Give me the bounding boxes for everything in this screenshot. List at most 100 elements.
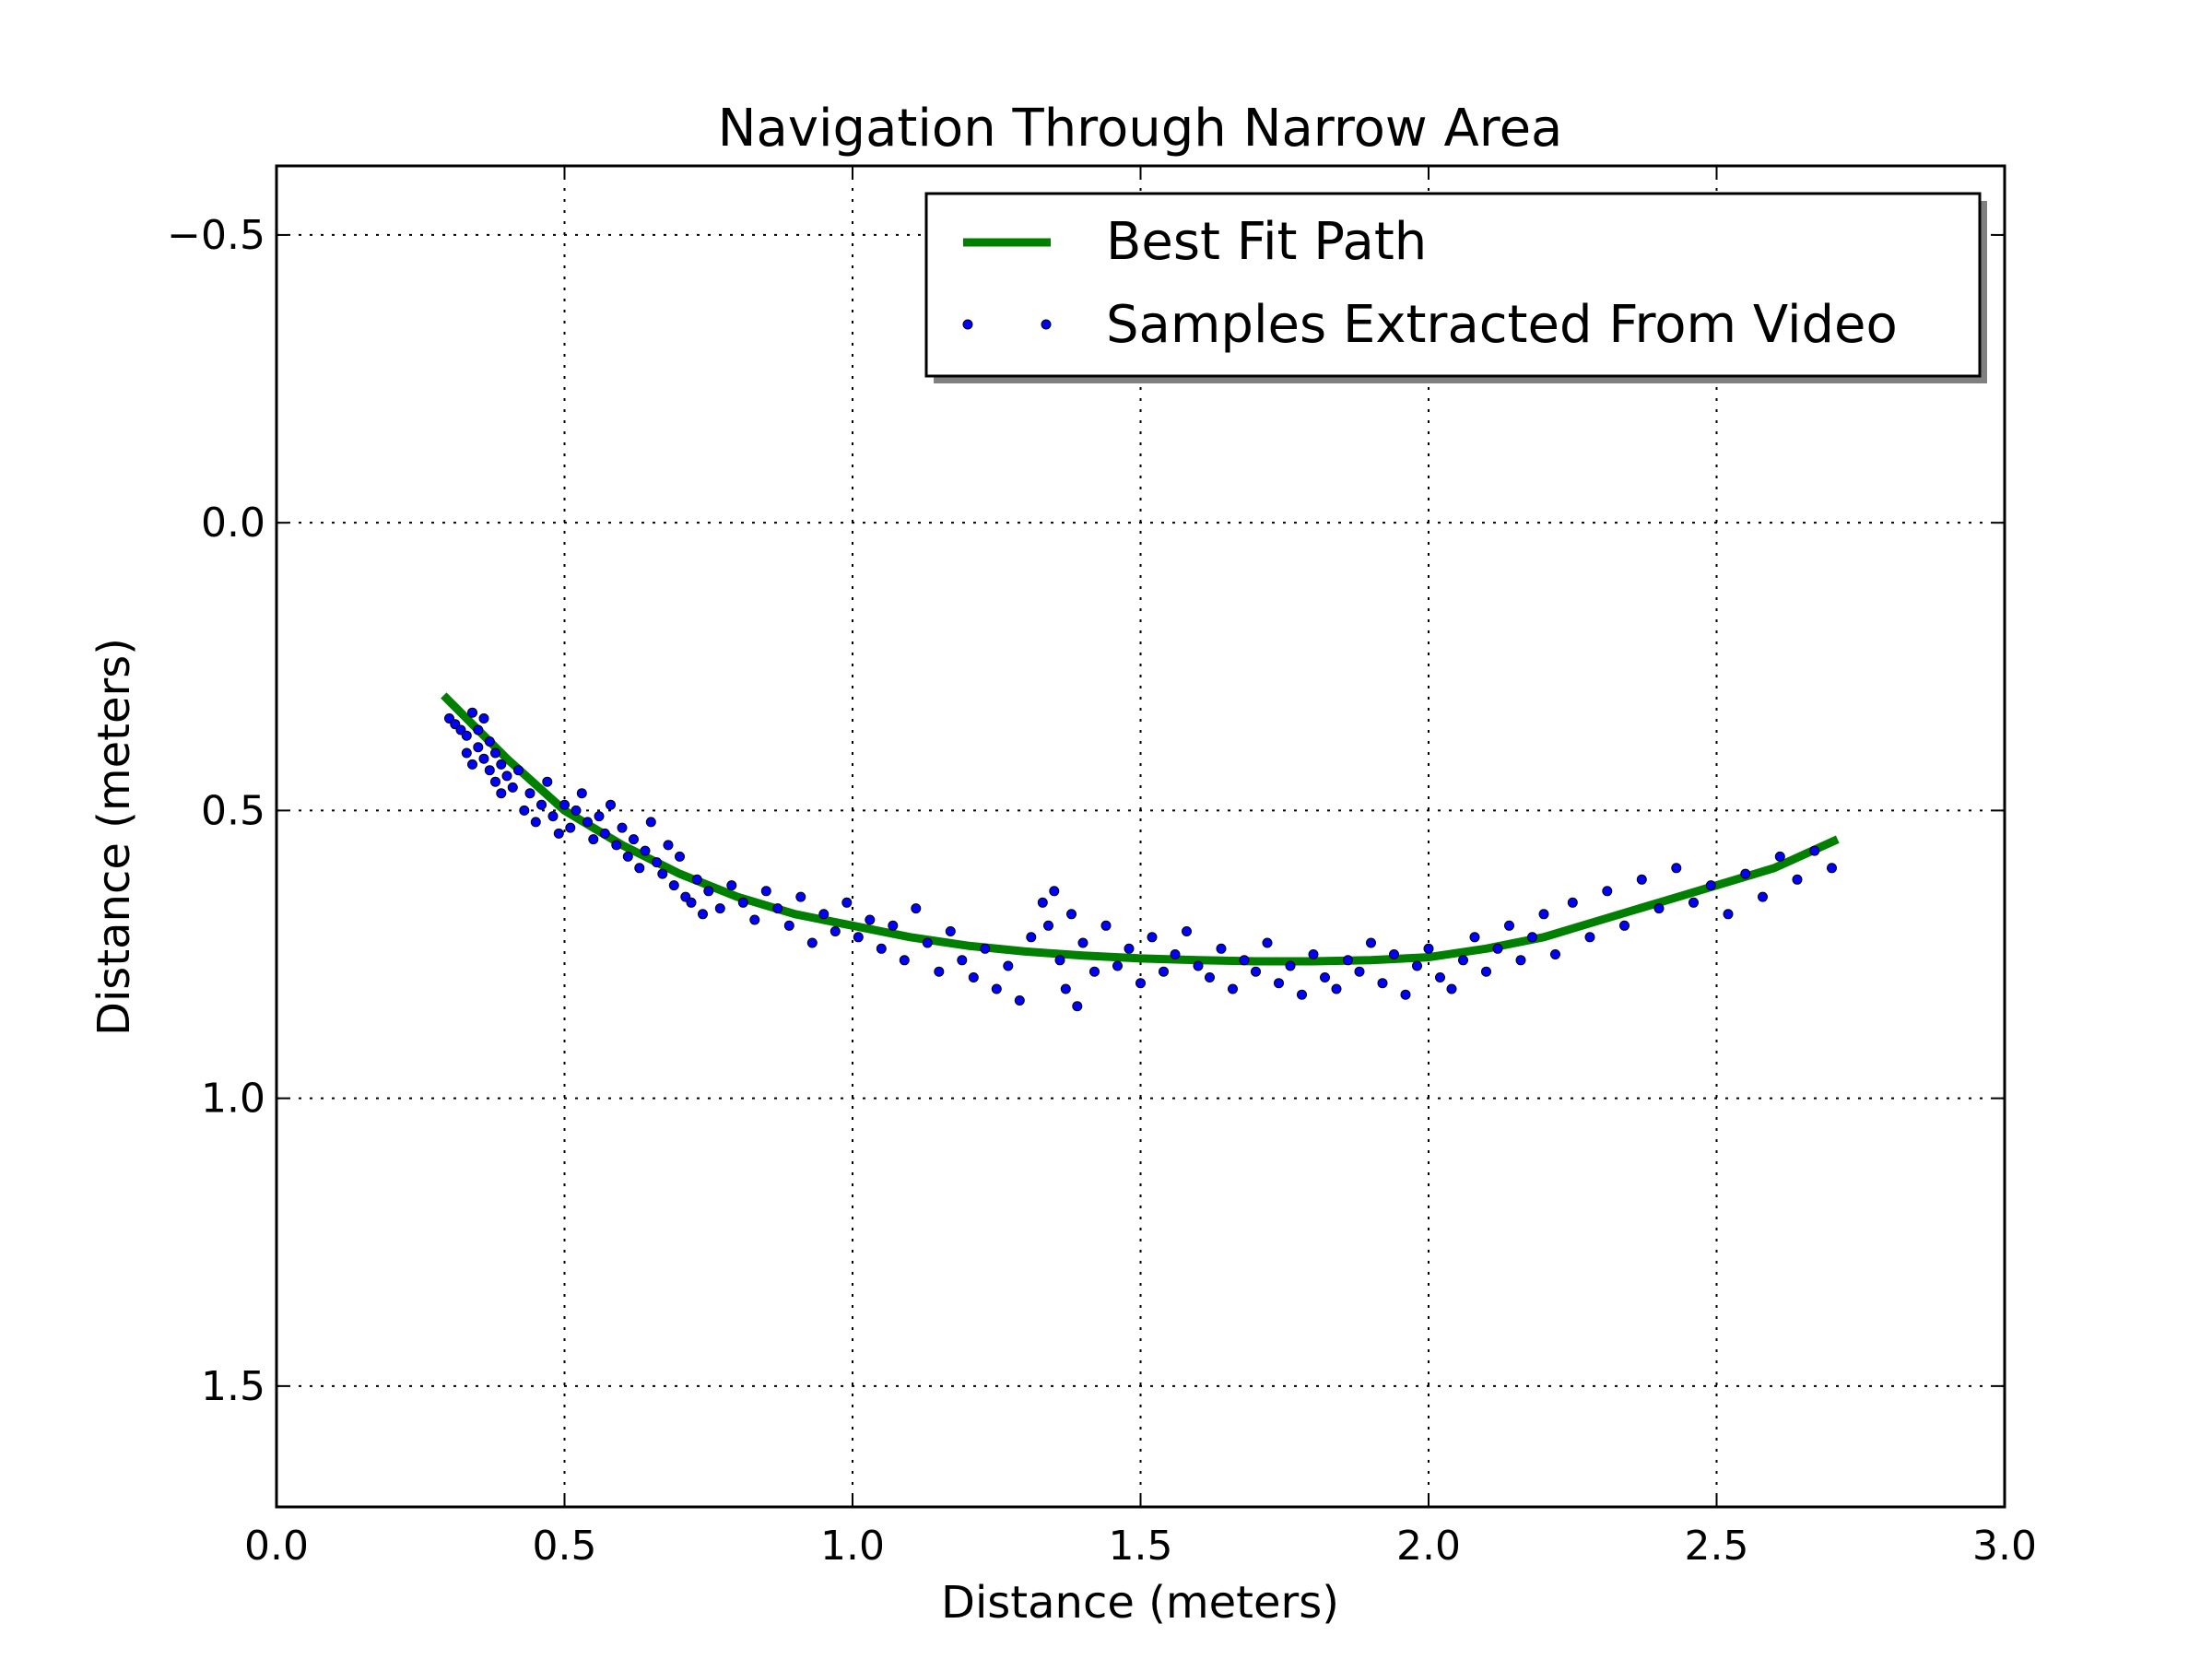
sample-point <box>490 747 500 759</box>
sample-point <box>841 897 853 908</box>
sample-point <box>1100 920 1112 931</box>
sample-point <box>536 799 547 810</box>
sample-point <box>1054 955 1065 966</box>
legend-label-samples: Samples Extracted From Video <box>1106 295 1898 355</box>
sample-point <box>1458 955 1468 966</box>
sample-point <box>484 765 495 776</box>
sample-point <box>1135 978 1146 989</box>
sample-point <box>1389 949 1399 959</box>
sample-point <box>1705 880 1716 891</box>
sample-point <box>461 730 472 741</box>
sample-point <box>1147 932 1158 943</box>
sample-point <box>553 828 564 839</box>
sample-point <box>726 880 737 891</box>
sample-point <box>714 903 725 914</box>
sample-point <box>1274 978 1284 989</box>
sample-point <box>1060 983 1071 994</box>
sample-point <box>1014 995 1025 1006</box>
sample-point <box>1481 966 1491 977</box>
sample-point <box>957 955 968 966</box>
sample-point <box>760 886 771 897</box>
sample-point <box>1809 845 1820 856</box>
y-tick-label: −0.5 <box>167 212 265 259</box>
sample-point <box>519 805 530 816</box>
sample-point <box>547 811 559 822</box>
sample-point <box>818 909 830 920</box>
sample-point <box>1469 932 1480 943</box>
sample-point <box>1112 960 1123 971</box>
sample-point <box>980 943 991 954</box>
sample-point <box>1584 932 1595 943</box>
sample-point <box>830 926 841 936</box>
sample-point <box>1723 909 1734 920</box>
sample-point <box>772 903 783 914</box>
sample-point <box>1619 920 1630 931</box>
x-tick-label: 1.5 <box>1109 1523 1173 1570</box>
sample-point <box>1003 960 1014 971</box>
legend-box <box>924 192 1982 378</box>
sample-point <box>1527 932 1537 943</box>
sample-point <box>576 788 587 799</box>
sample-point <box>703 886 714 897</box>
sample-point <box>876 943 887 954</box>
sample-point <box>496 788 507 799</box>
sample-point <box>911 903 922 914</box>
sample-point <box>1400 989 1411 1000</box>
best-fit-path-line <box>441 692 1840 966</box>
sample-point <box>1740 868 1751 879</box>
sample-point <box>1567 897 1578 908</box>
sample-point <box>496 759 507 770</box>
tick-labels: 0.0 0.5 1.0 1.5 2.0 2.5 3.0 −0.5 0.0 0.5 1.0 1.5 <box>167 212 2037 1570</box>
sample-point <box>663 840 674 851</box>
legend-point-swatch <box>962 319 973 330</box>
best-fit-path-series <box>441 692 1840 966</box>
sample-point <box>473 742 484 753</box>
sample-point <box>1827 863 1837 874</box>
sample-point <box>1297 989 1307 1000</box>
y-tick-label: 0.0 <box>201 500 265 547</box>
chart-title: Navigation Through Narrow Area <box>718 99 1563 159</box>
sample-point <box>806 937 818 948</box>
y-tick-label: 1.0 <box>201 1076 265 1123</box>
sample-point <box>1792 874 1803 885</box>
sample-point <box>1354 966 1365 977</box>
sample-point <box>542 776 553 787</box>
sample-point <box>853 932 864 943</box>
sample-point <box>795 891 806 902</box>
sample-point <box>1435 972 1445 982</box>
sample-point <box>888 920 899 931</box>
sample-point <box>1159 966 1169 977</box>
sample-point <box>686 897 697 908</box>
sample-point <box>571 805 582 816</box>
sample-point <box>1515 955 1526 966</box>
sample-point <box>524 788 535 799</box>
sample-point <box>1037 897 1048 908</box>
x-tick-label: 0.0 <box>244 1523 309 1570</box>
y-tick-label: 0.5 <box>201 787 265 834</box>
sample-point <box>599 828 610 839</box>
ticks <box>276 166 2006 1507</box>
sample-point <box>783 920 794 931</box>
sample-point <box>1193 960 1204 971</box>
x-tick-label: 3.0 <box>1972 1523 2037 1570</box>
sample-point <box>922 937 933 948</box>
sample-point <box>1089 966 1100 977</box>
sample-point <box>1492 943 1503 954</box>
y-tick-label: 1.5 <box>201 1363 265 1410</box>
sample-point <box>645 817 656 828</box>
sample-point <box>611 840 622 851</box>
sample-point <box>1205 972 1215 982</box>
sample-point <box>1066 909 1077 920</box>
sample-point <box>1423 943 1434 954</box>
sample-point <box>1671 863 1682 874</box>
legend-label-best-fit: Best Fit Path <box>1106 212 1427 272</box>
legend: Best Fit Path Samples Extracted From Vid… <box>924 192 1987 383</box>
y-axis-label: Distance (meters) <box>88 638 140 1036</box>
sample-point <box>622 851 633 862</box>
sample-point <box>559 799 570 810</box>
sample-point <box>594 811 605 822</box>
sample-point <box>507 782 518 793</box>
legend-point-swatch <box>1041 319 1052 330</box>
sample-point <box>945 926 956 936</box>
